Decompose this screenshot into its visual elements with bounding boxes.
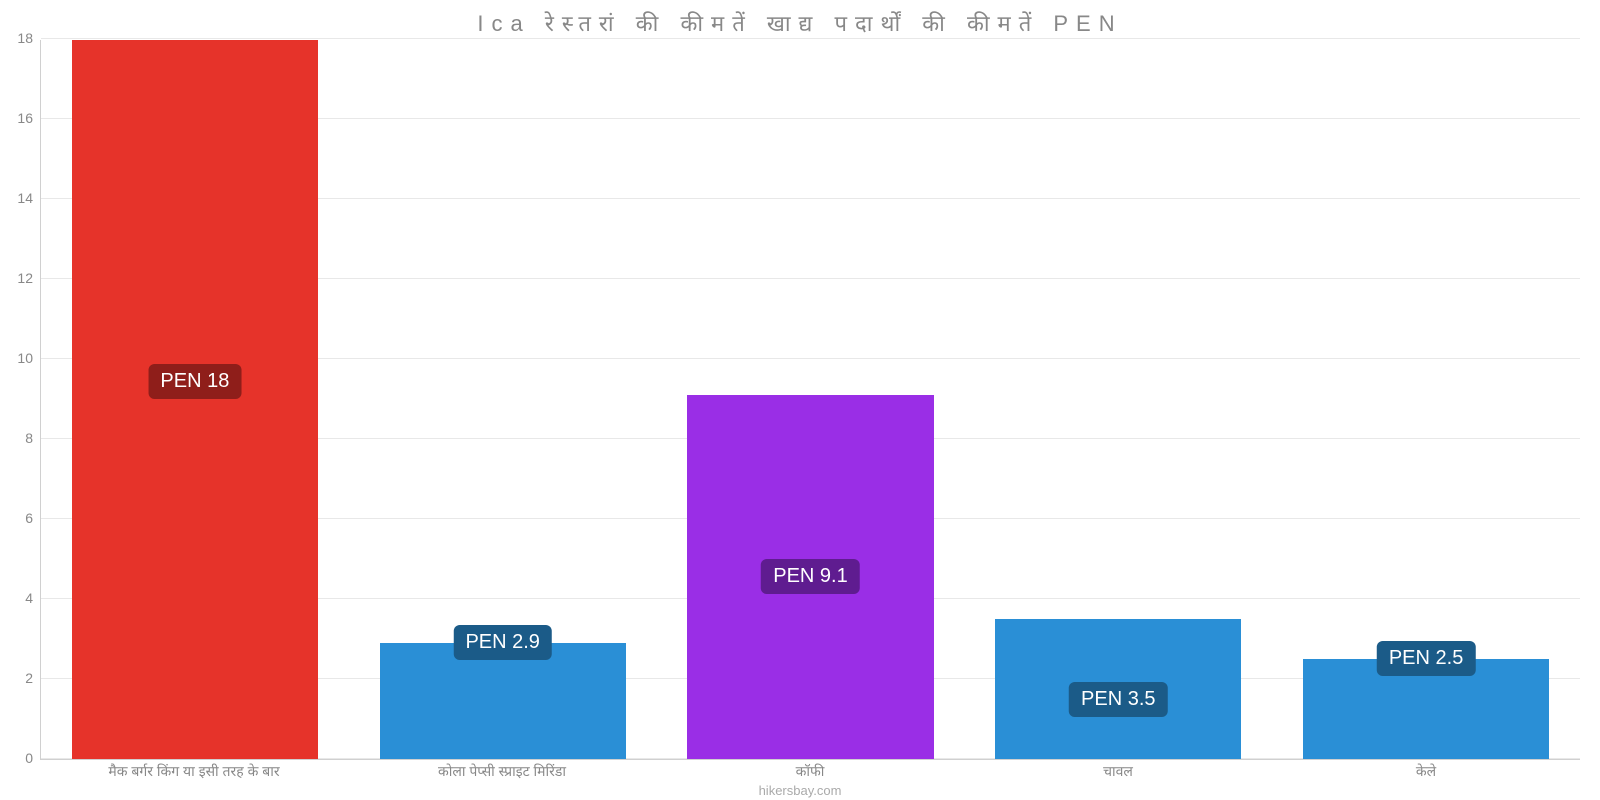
x-tick-label: कॉफी bbox=[656, 762, 964, 781]
y-tick-label: 4 bbox=[25, 590, 41, 606]
bar: PEN 3.5 bbox=[995, 619, 1241, 759]
value-badge: PEN 9.1 bbox=[761, 559, 859, 594]
y-tick-label: 10 bbox=[17, 350, 41, 366]
bar-slot: PEN 2.9 bbox=[349, 40, 657, 759]
y-tick-label: 18 bbox=[17, 30, 41, 46]
y-tick-label: 0 bbox=[25, 750, 41, 766]
bar: PEN 9.1 bbox=[687, 395, 933, 759]
bar-slot: PEN 2.5 bbox=[1272, 40, 1580, 759]
bar: PEN 2.9 bbox=[380, 643, 626, 759]
y-tick-label: 6 bbox=[25, 510, 41, 526]
y-tick-label: 8 bbox=[25, 430, 41, 446]
attribution-text: hikersbay.com bbox=[0, 783, 1600, 798]
bars-row: PEN 18 PEN 2.9 PEN 9.1 PEN 3.5 P bbox=[41, 40, 1580, 759]
y-tick-label: 12 bbox=[17, 270, 41, 286]
bar: PEN 18 bbox=[72, 40, 318, 759]
bar-slot: PEN 9.1 bbox=[657, 40, 965, 759]
bar-slot: PEN 3.5 bbox=[964, 40, 1272, 759]
y-tick-label: 16 bbox=[17, 110, 41, 126]
y-tick-label: 14 bbox=[17, 190, 41, 206]
x-tick-label: चावल bbox=[964, 762, 1272, 781]
gridline: 18 bbox=[41, 38, 1580, 39]
chart-title: Ica रेस्तरां की कीमतें खाद्य पदार्थों की… bbox=[0, 8, 1600, 38]
value-badge: PEN 2.5 bbox=[1377, 641, 1475, 676]
plot-area: 0 2 4 6 8 10 12 14 16 18 PEN 18 PEN 2.9 … bbox=[40, 40, 1580, 760]
bar: PEN 2.5 bbox=[1303, 659, 1549, 759]
x-labels-row: मैक बर्गर किंग या इसी तरह के बार कोला पे… bbox=[40, 762, 1580, 781]
x-tick-label: मैक बर्गर किंग या इसी तरह के बार bbox=[40, 762, 348, 781]
bar-slot: PEN 18 bbox=[41, 40, 349, 759]
value-badge: PEN 18 bbox=[148, 364, 241, 399]
x-tick-label: कोला पेप्सी स्प्राइट मिरिंडा bbox=[348, 762, 656, 781]
value-badge: PEN 2.9 bbox=[453, 625, 551, 660]
price-bar-chart: Ica रेस्तरां की कीमतें खाद्य पदार्थों की… bbox=[0, 0, 1600, 800]
x-tick-label: केले bbox=[1272, 762, 1580, 781]
y-tick-label: 2 bbox=[25, 670, 41, 686]
value-badge: PEN 3.5 bbox=[1069, 682, 1167, 717]
